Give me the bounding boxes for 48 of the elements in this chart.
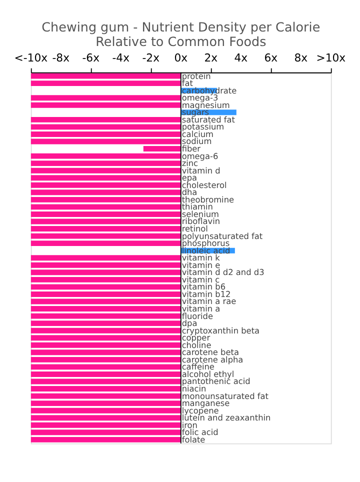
y-tick-label: manganese (182, 398, 230, 408)
y-tick-label: sodium (182, 136, 212, 146)
y-tick-label: dpa (182, 318, 198, 328)
x-tick-label: 6x (264, 52, 278, 64)
bar (30, 132, 181, 137)
bar (30, 298, 181, 304)
x-tick-label: -2x (142, 52, 160, 64)
y-tick-label: fat (182, 78, 194, 88)
x-tick-label: 0x (174, 52, 188, 64)
y-tick-label: vitamin a rae (182, 296, 236, 306)
y-tick-label: riboflavin (182, 216, 220, 226)
y-tick-label: monounsaturated fat (182, 390, 270, 401)
bar (30, 95, 181, 101)
x-tick-label: 2x (204, 52, 218, 64)
bar (30, 138, 181, 144)
y-tick-label: phosphorus (182, 238, 230, 248)
chart-title: Chewing gum - Nutrient Density per Calorie Relative to Common Foods (42, 20, 320, 50)
bar (30, 218, 181, 224)
y-tick-label: vitamin a (182, 304, 220, 314)
x-tick-label: <-10x (14, 52, 48, 64)
y-tick-label: potassium (182, 122, 224, 132)
bar (30, 255, 181, 261)
bar (30, 436, 181, 442)
x-tick-label: 8x (294, 52, 308, 64)
x-tick-label: -8x (52, 52, 70, 64)
y-tick-label: omega-3 (182, 92, 218, 103)
x-tick-label: -4x (112, 52, 130, 64)
bar (30, 372, 181, 377)
bar (30, 378, 181, 384)
bar (143, 146, 181, 152)
y-tick-label: fiber (182, 144, 202, 154)
bar (30, 102, 181, 108)
y-tick-label: pantothenic acid (182, 376, 250, 386)
y-tick-label: omega-6 (182, 150, 218, 161)
bar (30, 226, 181, 232)
y-tick-label: retinol (182, 224, 208, 234)
y-tick-label: epa (182, 172, 198, 183)
bar (30, 386, 181, 392)
x-tick-label: 4x (234, 52, 248, 64)
bar (30, 212, 181, 217)
y-tick-label: fluoride (182, 310, 213, 321)
y-tick-label: niacin (182, 384, 206, 394)
x-tick-label: >10x (316, 52, 346, 64)
y-tick-label: polyunsaturated fat (182, 230, 264, 241)
bar (30, 306, 181, 312)
y-tick-label: protein (182, 70, 211, 81)
bar (30, 292, 181, 297)
x-tick-label: -6x (82, 52, 100, 64)
